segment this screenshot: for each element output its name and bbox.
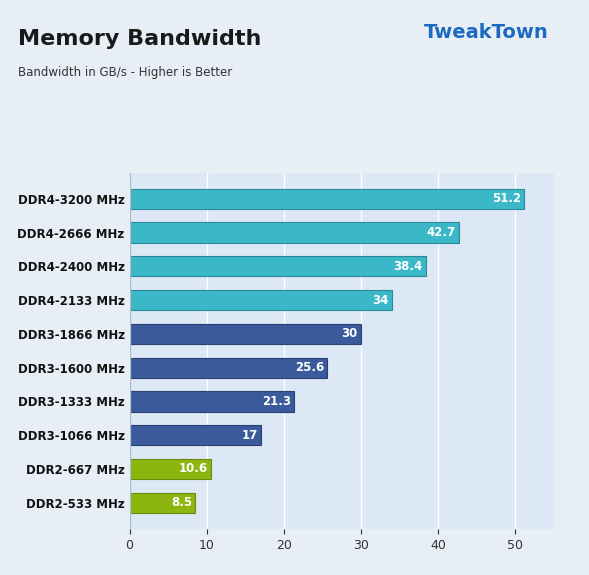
Bar [130,290,392,310]
Text: 42.7: 42.7 [426,226,456,239]
Text: TweakTown: TweakTown [424,23,549,42]
Bar [130,189,524,209]
Text: 30: 30 [342,327,358,340]
Bar [130,459,211,479]
Bar [130,493,195,513]
Text: 38.4: 38.4 [393,260,422,273]
Text: 17: 17 [241,428,257,442]
Text: Bandwidth in GB/s - Higher is Better: Bandwidth in GB/s - Higher is Better [18,66,232,79]
Text: 8.5: 8.5 [171,496,192,509]
Bar [130,324,361,344]
Bar [130,223,459,243]
Bar [130,256,426,277]
Text: 25.6: 25.6 [294,361,324,374]
Text: Memory Bandwidth: Memory Bandwidth [18,29,261,49]
Text: 10.6: 10.6 [179,462,209,476]
Text: 34: 34 [372,294,389,306]
Bar [130,358,327,378]
Text: 21.3: 21.3 [262,395,291,408]
Bar [130,425,261,445]
Text: 51.2: 51.2 [492,192,521,205]
Bar [130,391,294,412]
